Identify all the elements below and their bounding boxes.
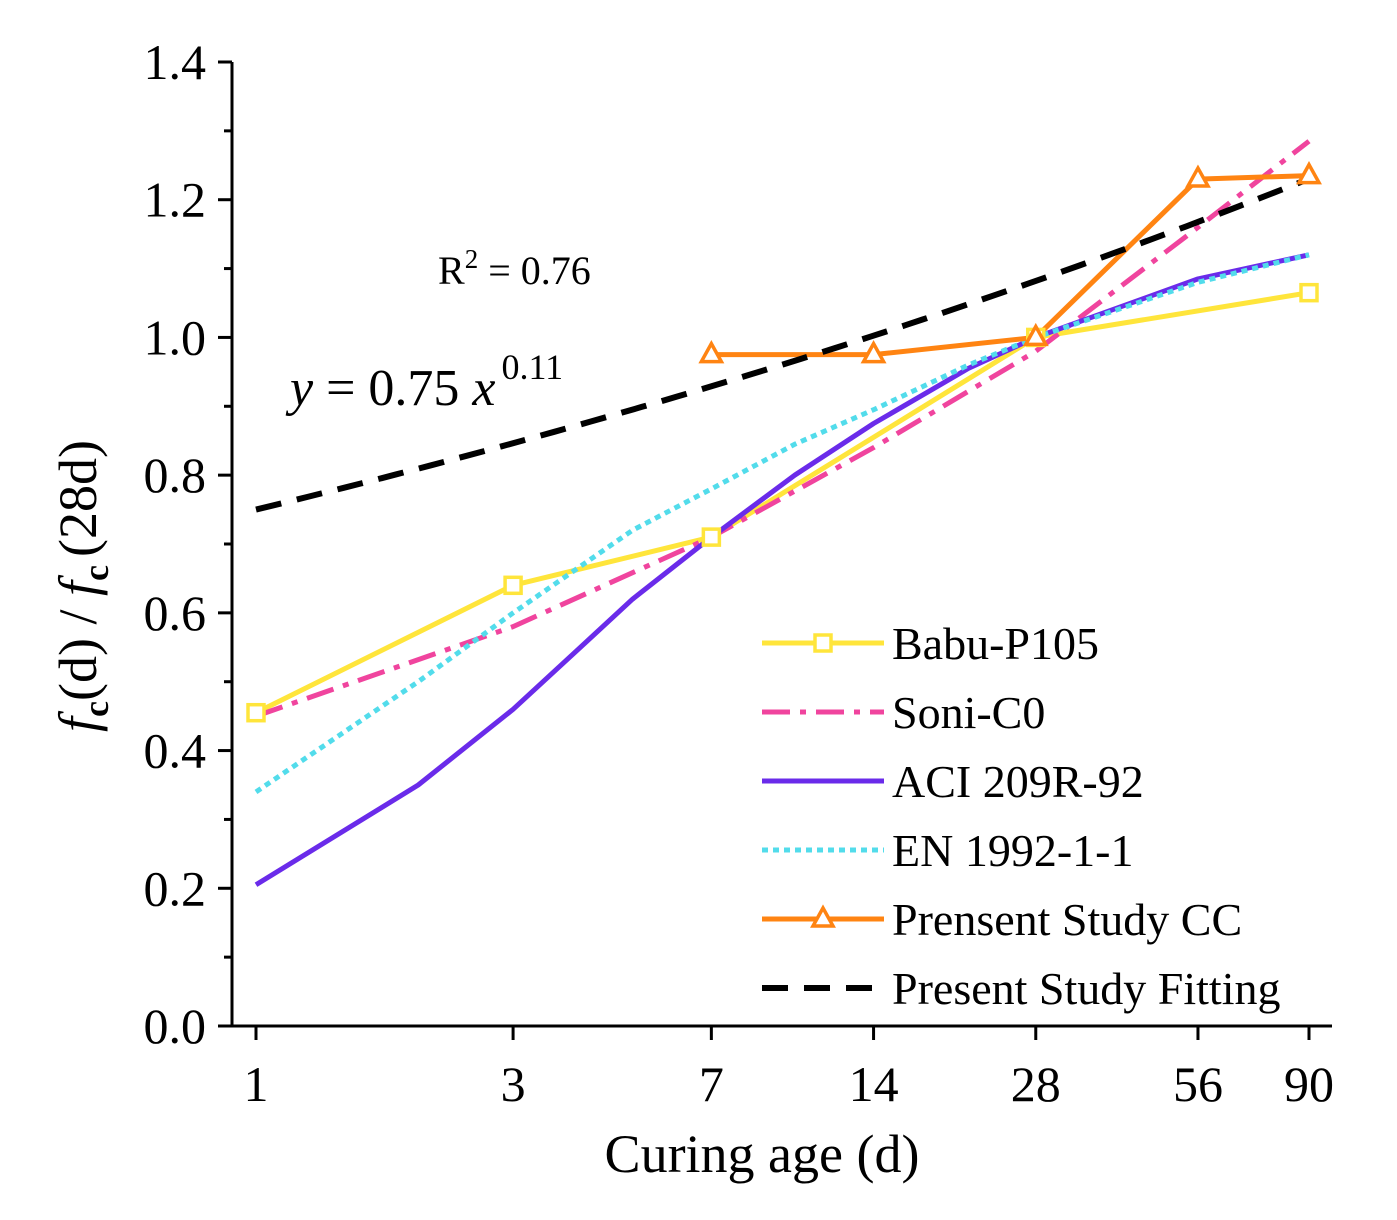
legend: Babu-P105 Soni-C0 ACI 209R-92 EN 1992-1-1 Pr… (762, 618, 1280, 1014)
x-axis-label: Curing age (d) (605, 1124, 920, 1184)
axes: 0.0 0.2 0.4 0.6 0.8 1.0 1.2 1.4 1 3 7 14 28 56 90 (144, 34, 1335, 1112)
series-markers (246, 161, 1322, 723)
legend-label-3: EN 1992-1-1 (892, 825, 1133, 876)
data-point-4-1 (860, 340, 887, 364)
series-line-2 (254, 252, 1310, 887)
data-point-0-0 (246, 702, 266, 723)
y-tick-label: 1.2 (144, 172, 207, 228)
series-line-1 (255, 139, 1311, 719)
r2-annotation: R2 = 0.76 (438, 244, 591, 293)
legend-label-0: Babu-P105 (892, 618, 1099, 669)
y-tick-label: 1.4 (144, 34, 207, 90)
series-lines (254, 139, 1311, 887)
y-tick-label: 0.6 (144, 585, 207, 641)
y-axis-label: fc(d) / fc(28d) (48, 440, 116, 732)
y-tick-label: 1.0 (144, 309, 207, 365)
x-tick-label: 28 (1011, 1056, 1061, 1112)
y-tick-label: 0.4 (144, 723, 207, 779)
data-point-4-0 (698, 340, 725, 364)
y-tick-label: 0.0 (144, 998, 207, 1054)
data-point-4-3 (1184, 164, 1211, 188)
data-point-0-1 (503, 575, 523, 596)
x-tick-label: 1 (244, 1056, 269, 1112)
legend-label-4: Prensent Study CC (892, 894, 1242, 945)
fit-equation: y = 0.75 x 0.11 (285, 347, 563, 417)
data-point-0-2 (701, 527, 722, 547)
series-line-5 (255, 176, 1311, 513)
legend-marker-4 (810, 904, 836, 928)
x-tick-label: 90 (1284, 1056, 1334, 1112)
series-line-3 (254, 252, 1310, 794)
legend-marker-0 (813, 633, 833, 653)
x-tick-label: 3 (501, 1056, 526, 1112)
series-line-4 (711, 173, 1310, 358)
data-point-0-4 (1299, 282, 1319, 303)
x-tick-label: 7 (699, 1056, 724, 1112)
legend-label-5: Present Study Fitting (892, 963, 1280, 1014)
y-tick-label: 0.8 (144, 447, 207, 503)
legend-label-1: Soni-C0 (892, 687, 1045, 738)
y-tick-label: 0.2 (144, 860, 207, 916)
data-point-4-4 (1296, 161, 1322, 185)
legend-label-2: ACI 209R-92 (892, 756, 1144, 807)
data-point-4-2 (1022, 322, 1049, 347)
x-tick-label: 56 (1173, 1056, 1223, 1112)
x-tick-label: 14 (849, 1056, 899, 1112)
